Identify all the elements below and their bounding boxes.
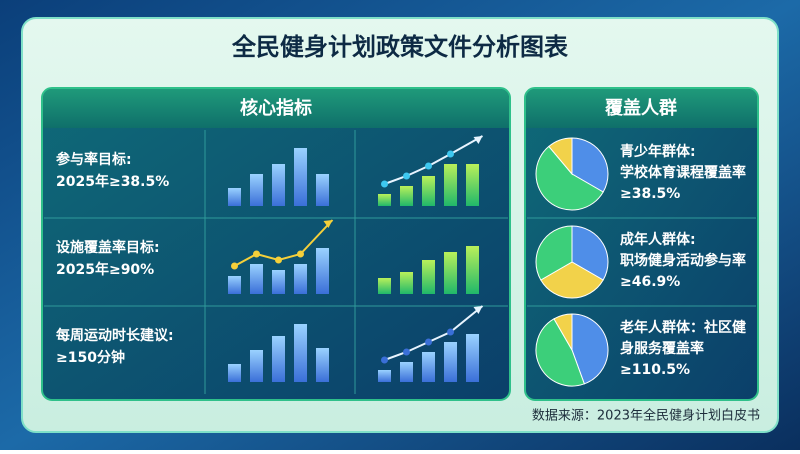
decor-bar (228, 188, 241, 206)
decor-dot (403, 172, 410, 180)
group-text: 成年人群体: (620, 231, 696, 248)
decor-arrow (473, 306, 483, 314)
decor-bar (378, 370, 391, 382)
group-text: ≥46.9% (620, 274, 680, 290)
decor-bar (400, 362, 413, 382)
decor-pie-slice (535, 145, 604, 211)
decor-dot (403, 348, 410, 356)
decor-bar (378, 278, 391, 294)
groups-header (526, 89, 757, 128)
core-panel (41, 87, 511, 401)
decor-dot (381, 180, 388, 188)
decor-bar (422, 352, 435, 382)
group-text: 青少年群体: (620, 143, 696, 160)
decor-dot (381, 356, 388, 364)
decor-bar (294, 324, 307, 382)
decor-bar (378, 194, 391, 206)
decor-bar (294, 264, 307, 294)
group-text: ≥38.5% (620, 186, 680, 202)
decor-pie-slice (535, 225, 573, 281)
indicator-text: 参与率目标: (56, 151, 132, 168)
decor-bar (250, 264, 263, 294)
indicator-text: ≥150分钟 (56, 349, 125, 366)
decor-bar (316, 248, 329, 294)
decor-bar (444, 164, 457, 206)
decor-bar (316, 174, 329, 206)
group-text: 身服务覆盖率 (620, 340, 704, 357)
decor-pie-slice (571, 137, 609, 193)
decor-dot (297, 250, 304, 258)
decor-pie-slice (553, 313, 573, 352)
group-text: 学校体育课程覆盖率 (620, 164, 746, 181)
decor-bar (272, 270, 285, 294)
decor-bar (466, 246, 479, 294)
decor-dot (447, 150, 454, 158)
group-text: 老年人群体：社区健 (620, 319, 746, 336)
decor-bar (400, 272, 413, 294)
decor-bar (316, 348, 329, 382)
decor-arrow (323, 220, 333, 228)
group-text: ≥110.5% (620, 362, 690, 378)
decor-dot (425, 162, 432, 170)
title: 全民健身计划政策文件分析图表 (231, 33, 569, 61)
decor-bar (466, 164, 479, 206)
decor-bar (272, 164, 285, 206)
core-header (43, 89, 509, 128)
decor-bar (228, 364, 241, 382)
decor-pie-slice (571, 225, 609, 281)
decor-bar (422, 176, 435, 206)
indicator-text: 2025年≥90% (56, 261, 154, 278)
decor-dot (253, 250, 260, 258)
decor-dot (231, 262, 238, 270)
core-title: 核心指标 (240, 97, 312, 119)
decor-bar (250, 350, 263, 382)
decor-bar (250, 174, 263, 206)
decor-arrow (473, 136, 483, 144)
indicator-text: 设施覆盖率目标: (56, 239, 160, 256)
decor-pie-slice (571, 313, 609, 385)
decor-bar (272, 336, 285, 382)
group-text: 职场健身活动参与率 (620, 252, 746, 269)
decor-pie-slice (548, 137, 573, 176)
decor-bar (422, 260, 435, 294)
decor-dot (447, 328, 454, 336)
decor-bar (400, 186, 413, 206)
decor-pie-slice (535, 318, 585, 387)
decor-bar (294, 148, 307, 206)
decor-bar (444, 342, 457, 382)
decor-bar (466, 334, 479, 382)
decor-bar (444, 252, 457, 294)
indicator-text: 2025年≥38.5% (56, 173, 169, 190)
decor-dot (275, 256, 282, 264)
indicator-text: 每周运动时长建议: (56, 327, 174, 344)
decor-dot (425, 338, 432, 346)
source: 数据来源：2023年全民健身计划白皮书 (532, 408, 760, 424)
decor-bar (228, 276, 241, 294)
groups-title: 覆盖人群 (605, 97, 677, 119)
